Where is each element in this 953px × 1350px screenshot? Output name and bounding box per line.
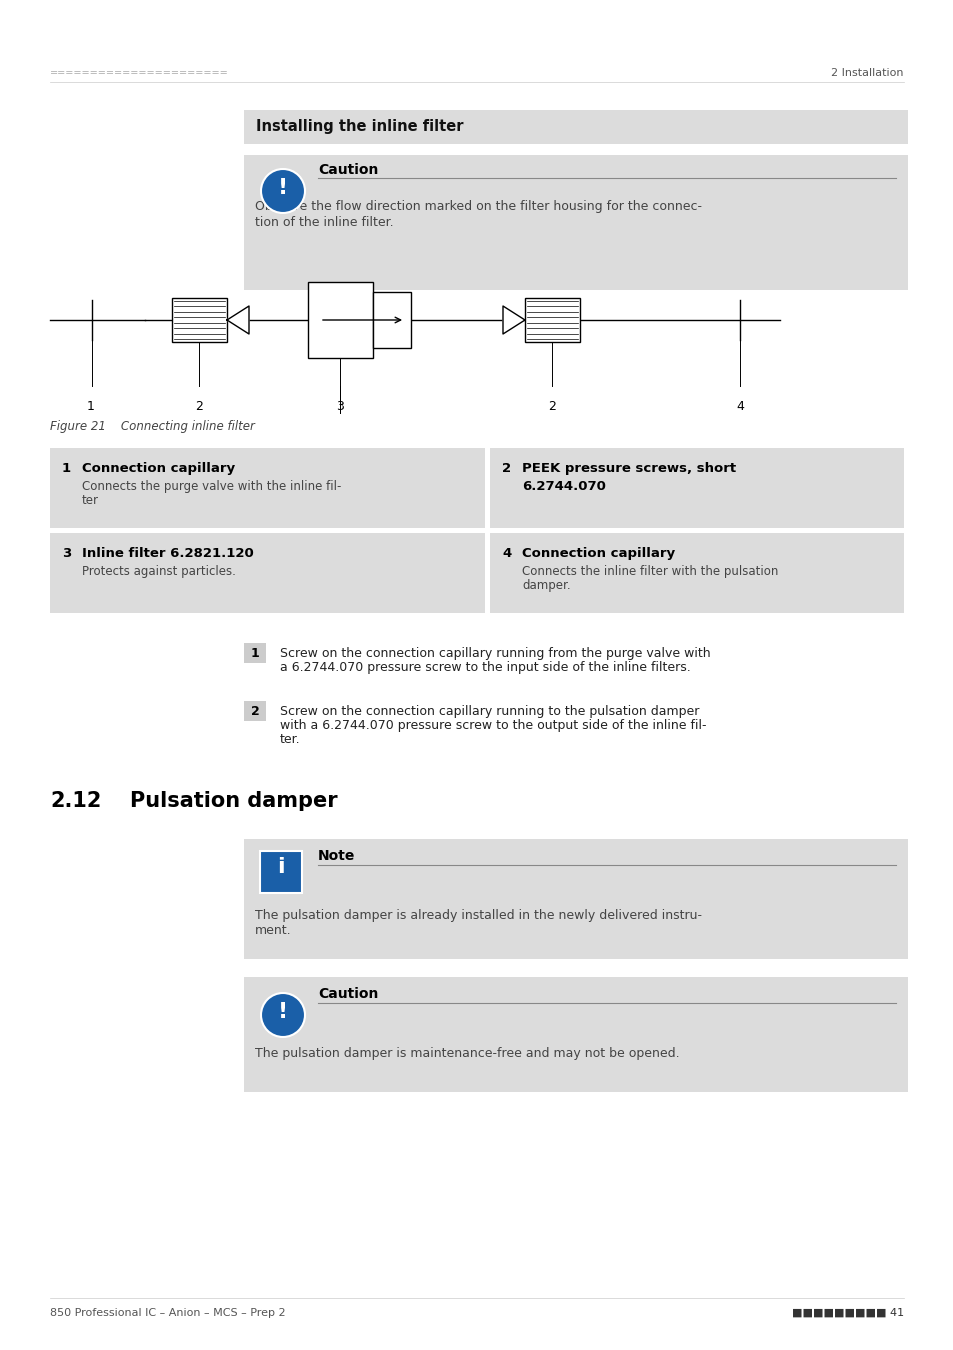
- Text: 2: 2: [251, 705, 259, 718]
- Circle shape: [261, 169, 305, 213]
- Bar: [373, 292, 411, 348]
- Text: 6.2744.070: 6.2744.070: [521, 481, 605, 493]
- Text: ■■■■■■■■■ 41: ■■■■■■■■■ 41: [791, 1308, 903, 1318]
- Text: 3: 3: [62, 547, 71, 560]
- Bar: [490, 448, 903, 528]
- Text: !: !: [277, 1002, 288, 1022]
- Bar: [244, 643, 266, 663]
- Text: 1: 1: [62, 462, 71, 475]
- Bar: [50, 448, 484, 528]
- Bar: [244, 701, 266, 721]
- Text: Observe the flow direction marked on the filter housing for the connec-: Observe the flow direction marked on the…: [254, 200, 701, 213]
- Text: Connection capillary: Connection capillary: [82, 462, 234, 475]
- Text: 1: 1: [251, 647, 259, 660]
- Circle shape: [261, 994, 305, 1037]
- Text: 4: 4: [501, 547, 511, 560]
- Text: 2: 2: [547, 400, 556, 413]
- Text: Pulsation damper: Pulsation damper: [130, 791, 337, 811]
- Text: with a 6.2744.070 pressure screw to the output side of the inline fil-: with a 6.2744.070 pressure screw to the …: [280, 720, 706, 732]
- Bar: [244, 155, 907, 290]
- Bar: [244, 109, 907, 144]
- Text: i: i: [277, 857, 285, 878]
- Text: Caution: Caution: [317, 987, 378, 1000]
- Text: ment.: ment.: [254, 923, 292, 937]
- Bar: [260, 850, 302, 892]
- Text: Connects the inline filter with the pulsation: Connects the inline filter with the puls…: [521, 566, 778, 578]
- Text: Inline filter 6.2821.120: Inline filter 6.2821.120: [82, 547, 253, 560]
- Bar: [244, 838, 907, 958]
- Text: The pulsation damper is maintenance-free and may not be opened.: The pulsation damper is maintenance-free…: [254, 1048, 679, 1060]
- Text: ter: ter: [82, 494, 99, 508]
- Text: tion of the inline filter.: tion of the inline filter.: [254, 216, 394, 230]
- Text: damper.: damper.: [521, 579, 570, 593]
- Text: 4: 4: [735, 400, 743, 413]
- Text: ======================: ======================: [50, 68, 229, 78]
- Polygon shape: [502, 306, 524, 333]
- Text: Connection capillary: Connection capillary: [521, 547, 675, 560]
- Text: Installing the inline filter: Installing the inline filter: [255, 119, 463, 134]
- Text: a 6.2744.070 pressure screw to the input side of the inline filters.: a 6.2744.070 pressure screw to the input…: [280, 662, 690, 674]
- Text: 2: 2: [501, 462, 511, 475]
- Text: !: !: [277, 178, 288, 198]
- Text: Note: Note: [317, 849, 355, 863]
- Bar: [308, 282, 373, 358]
- Text: 2: 2: [194, 400, 203, 413]
- Text: Caution: Caution: [317, 163, 378, 177]
- Bar: [244, 977, 907, 1092]
- Text: Screw on the connection capillary running from the purge valve with: Screw on the connection capillary runnin…: [280, 647, 710, 660]
- Text: 3: 3: [335, 400, 343, 413]
- Text: Screw on the connection capillary running to the pulsation damper: Screw on the connection capillary runnin…: [280, 705, 699, 718]
- Text: Figure 21    Connecting inline filter: Figure 21 Connecting inline filter: [50, 420, 254, 433]
- Text: 850 Professional IC – Anion – MCS – Prep 2: 850 Professional IC – Anion – MCS – Prep…: [50, 1308, 285, 1318]
- Text: Connects the purge valve with the inline fil-: Connects the purge valve with the inline…: [82, 481, 341, 493]
- Bar: [490, 533, 903, 613]
- Bar: [50, 533, 484, 613]
- Text: Protects against particles.: Protects against particles.: [82, 566, 235, 578]
- Bar: [524, 298, 579, 342]
- Text: 2 Installation: 2 Installation: [831, 68, 903, 78]
- Text: ter.: ter.: [280, 733, 300, 747]
- Bar: [172, 298, 227, 342]
- Text: 2.12: 2.12: [50, 791, 101, 811]
- Polygon shape: [227, 306, 249, 333]
- Text: 1: 1: [87, 400, 94, 413]
- Text: The pulsation damper is already installed in the newly delivered instru-: The pulsation damper is already installe…: [254, 909, 701, 922]
- Text: PEEK pressure screws, short: PEEK pressure screws, short: [521, 462, 736, 475]
